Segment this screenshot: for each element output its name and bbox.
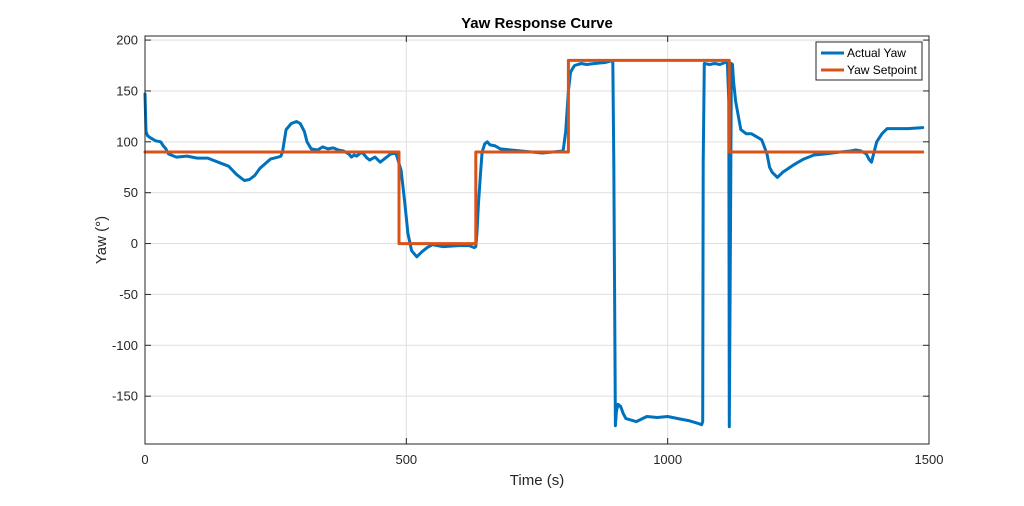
series-layer [143,58,925,429]
legend-label: Actual Yaw [847,46,906,60]
y-tick-label: 100 [116,134,138,149]
plot-border [144,35,930,445]
grid-lines [145,36,929,444]
y-tick-label: -50 [119,287,138,302]
legend-box [815,41,923,81]
legend: Actual Yaw Yaw Setpoint [815,41,923,81]
x-tick-label: 500 [395,452,417,467]
y-tick-label: -150 [112,389,138,404]
y-tick-label: -100 [112,338,138,353]
x-tick-label: 0 [141,452,148,467]
y-tick-label: 0 [131,236,138,251]
y-tick-label: 150 [116,83,138,98]
y-tick-label: 50 [124,185,138,200]
legend-label: Yaw Setpoint [847,63,917,77]
x-tick-label: 1000 [653,452,682,467]
y-axis-title: Yaw (°) [93,216,110,264]
x-tick-label: 1500 [915,452,944,467]
yaw-setpoint-line [143,58,925,246]
y-tick-label: 200 [116,33,138,48]
chart-title: Yaw Response Curve [461,15,613,32]
x-axis-title: Time (s) [510,472,564,489]
plot-area [145,36,929,444]
